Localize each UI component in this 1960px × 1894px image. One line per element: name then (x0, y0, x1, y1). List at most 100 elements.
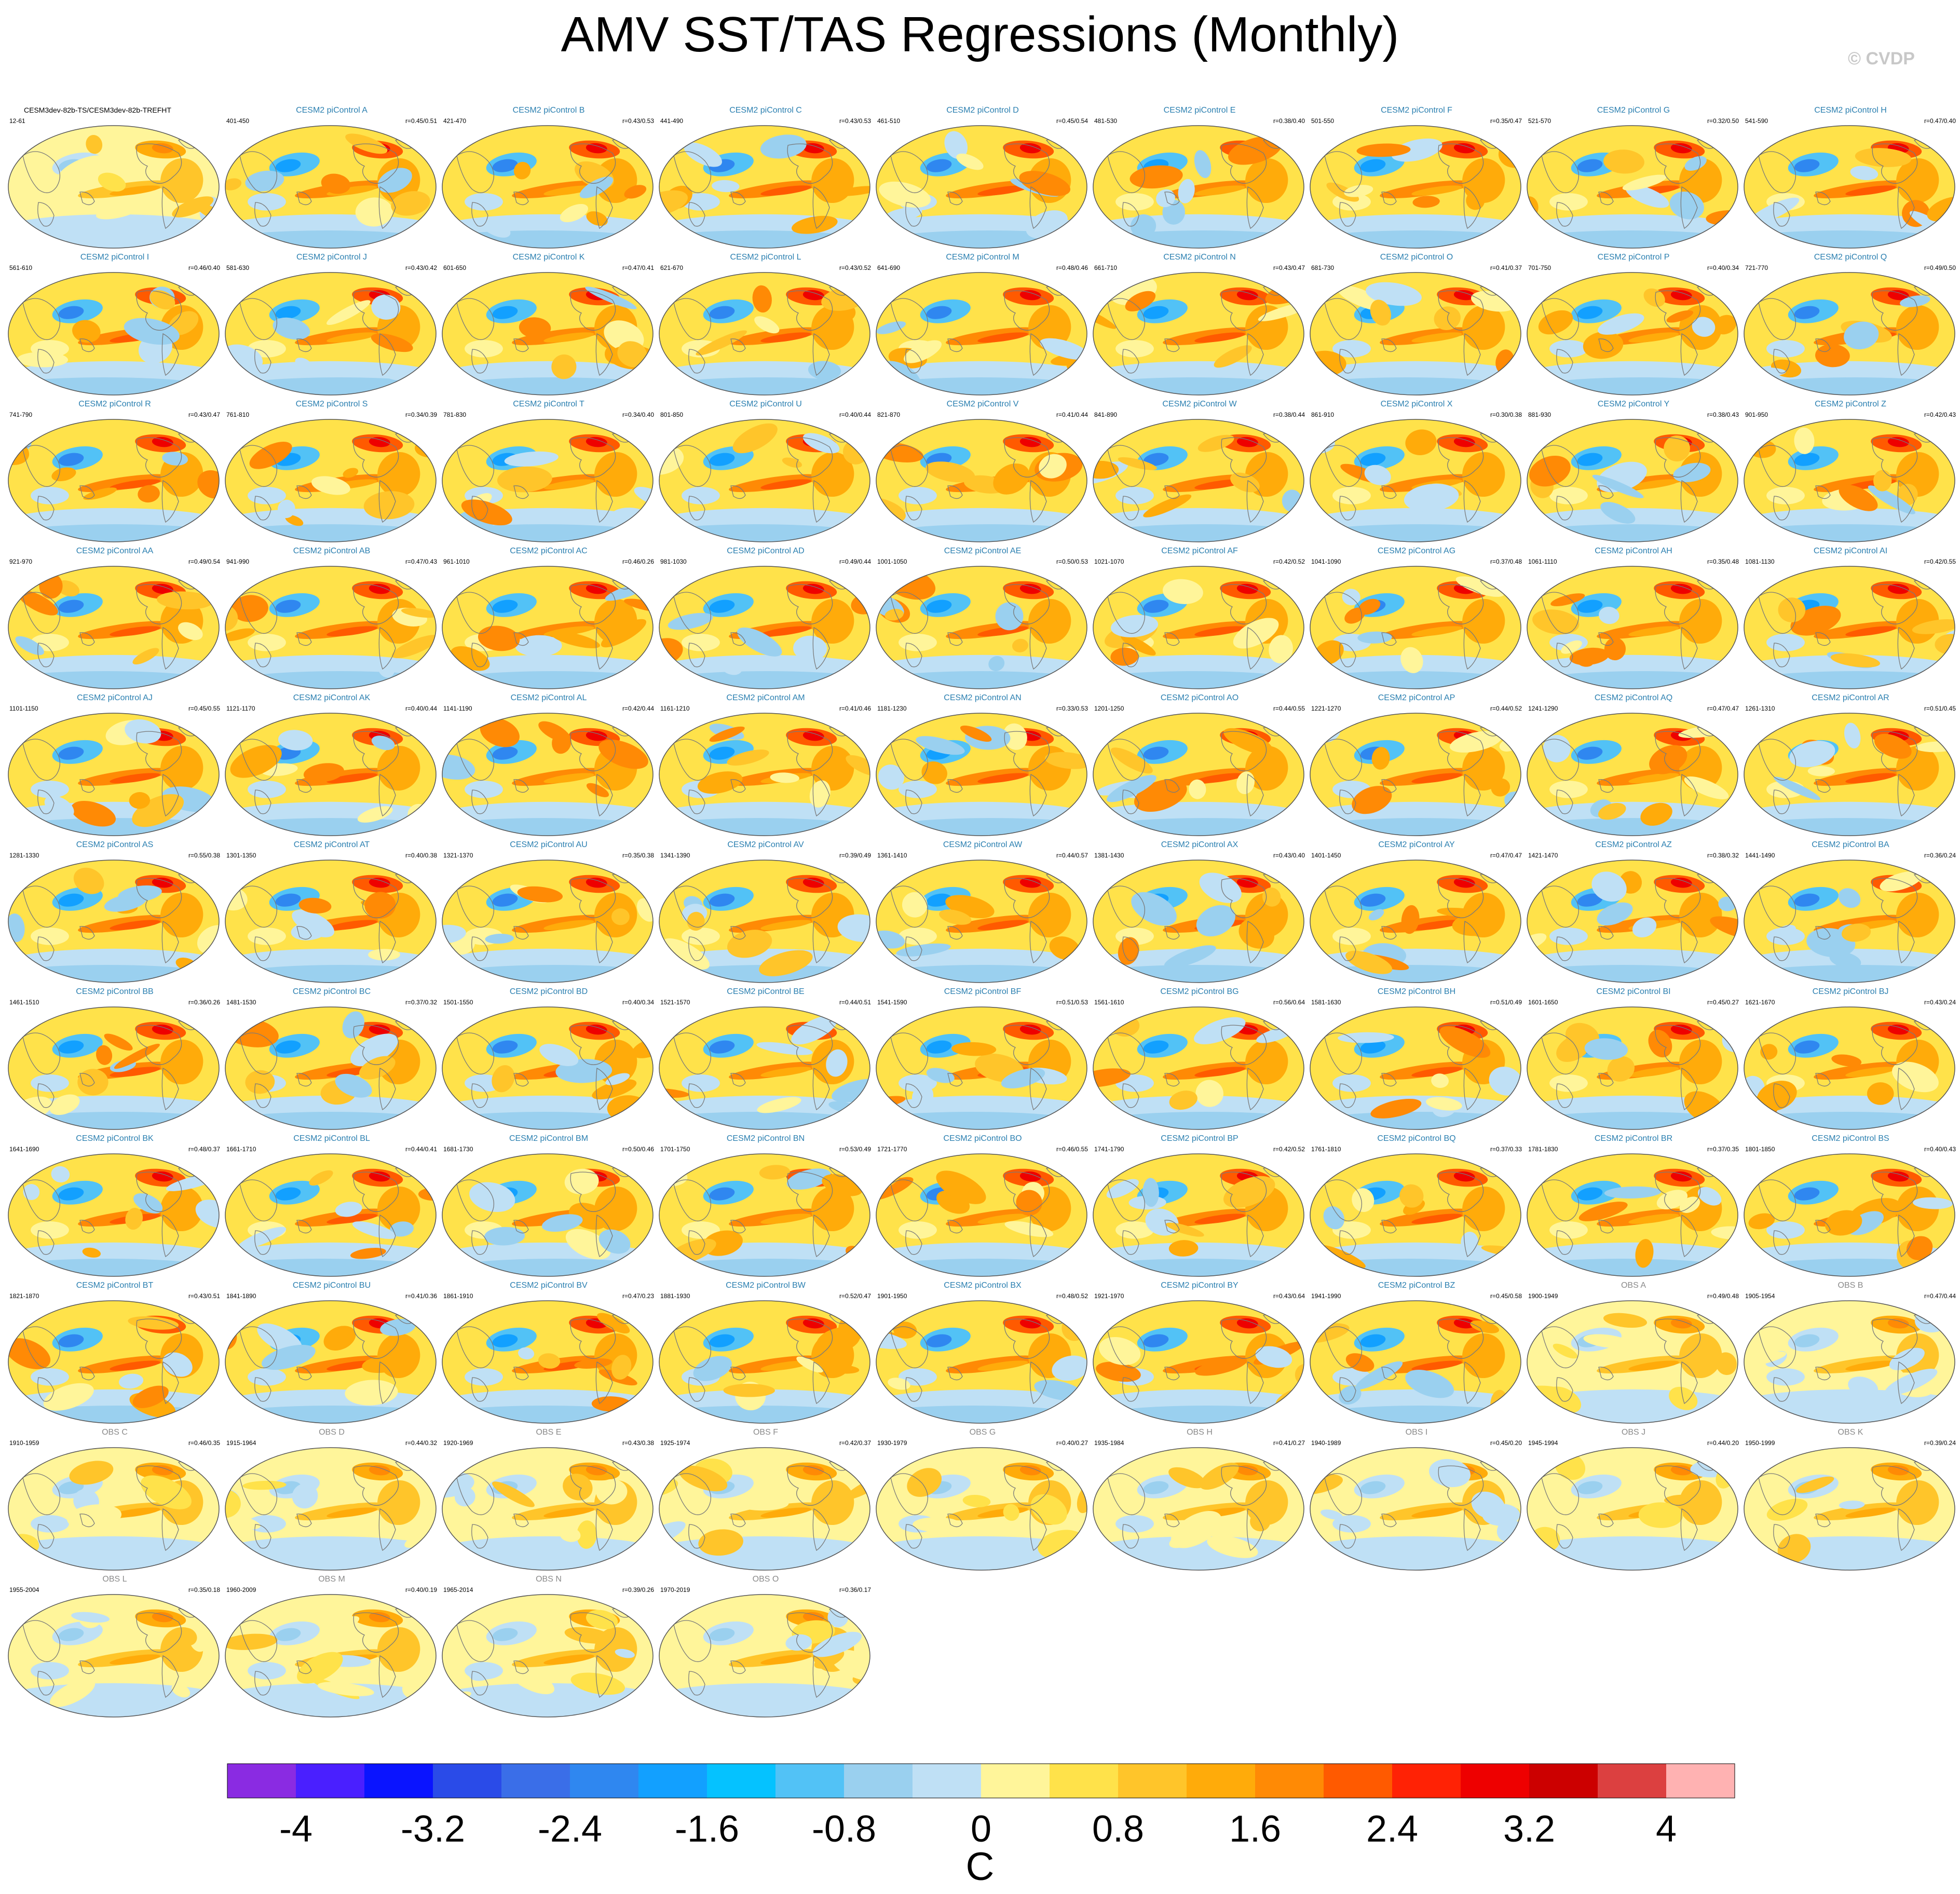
panel-years: 701-750 (1528, 264, 1551, 271)
panel-correlation: r=0.40/0.44 (405, 705, 437, 712)
panel-title: CESM2 piControl BE (727, 987, 805, 996)
regression-map (225, 566, 437, 689)
regression-map (1310, 419, 1521, 542)
panel-title: CESM2 piControl AY (1378, 840, 1455, 849)
panel-title: CESM2 piControl AD (727, 547, 805, 555)
panel-years: 1441-1490 (1745, 852, 1775, 859)
panel-years: 461-510 (877, 117, 901, 125)
panel-title: CESM2 piControl H (1814, 106, 1887, 115)
regression-map (876, 419, 1087, 542)
regression-map (225, 125, 437, 249)
panel-correlation: r=0.38/0.40 (1273, 117, 1305, 125)
regression-map (876, 1006, 1087, 1130)
map-panel: CESM2 piControl AH 1061-1110 r=0.35/0.48 (1526, 544, 1741, 691)
panel-title: CESM2 piControl Q (1814, 253, 1887, 262)
map-panel: CESM2 piControl N 661-710 r=0.43/0.47 (1092, 251, 1307, 397)
panel-years: 1741-1790 (1094, 1146, 1124, 1153)
regression-map (659, 1300, 870, 1424)
map-panel: CESM2 piControl I 561-610 r=0.46/0.40 (7, 251, 222, 397)
map-panel: CESM2 piControl BK 1641-1690 r=0.48/0.37 (7, 1132, 222, 1278)
panel-title: CESM2 piControl AO (1160, 693, 1239, 702)
map-panel: CESM2 piControl AL 1141-1190 r=0.42/0.44 (441, 691, 656, 838)
map-panel: OBS D 1915-1964 r=0.44/0.32 (224, 1426, 439, 1572)
panel-title: CESM2 piControl BA (1812, 840, 1889, 849)
regression-map (1744, 1447, 1955, 1571)
panel-correlation: r=0.43/0.64 (1273, 1292, 1305, 1300)
panel-title: CESM2 piControl BK (76, 1134, 154, 1143)
panel-correlation: r=0.47/0.40 (1924, 117, 1956, 125)
panel-title: CESM2 piControl BU (292, 1281, 371, 1290)
panel-years: 1261-1310 (1745, 705, 1775, 712)
panel-title: CESM2 piControl AT (293, 840, 370, 849)
map-panel: CESM2 piControl BO 1721-1770 r=0.46/0.55 (875, 1132, 1090, 1278)
regression-map (442, 1006, 654, 1130)
map-panel: CESM2 piControl BN 1701-1750 r=0.53/0.49 (658, 1132, 873, 1278)
panel-years: 961-1010 (443, 558, 470, 565)
map-panel: CESM2 piControl AG 1041-1090 r=0.37/0.48 (1309, 544, 1524, 691)
regression-map (225, 1006, 437, 1130)
regression-map (1093, 125, 1304, 249)
map-panel: CESM2 piControl BV 1861-1910 r=0.47/0.23 (441, 1279, 656, 1425)
map-panel: OBS L 1955-2004 r=0.35/0.18 (7, 1573, 222, 1719)
panel-years: 481-530 (1094, 117, 1118, 125)
panel-years: 1581-1630 (1311, 999, 1341, 1006)
panel-title: CESM2 piControl AB (293, 547, 371, 555)
panel-years: 521-570 (1528, 117, 1551, 125)
panel-years: 1920-1969 (443, 1439, 473, 1447)
regression-map (225, 1300, 437, 1424)
panel-title: CESM2 piControl AW (943, 840, 1023, 849)
panel-years: 1281-1330 (9, 852, 39, 859)
colorbar-segment (1118, 1764, 1187, 1798)
map-panel: CESM2 piControl AQ 1241-1290 r=0.47/0.47 (1526, 691, 1741, 838)
panel-years: 1181-1230 (877, 705, 907, 712)
regression-map (1310, 1447, 1521, 1571)
panel-correlation: r=0.37/0.48 (1490, 558, 1522, 565)
map-panel: OBS K 1950-1999 r=0.39/0.24 (1743, 1426, 1958, 1572)
colorbar-tick-label: 0.8 (1092, 1808, 1144, 1850)
panel-years: 641-690 (877, 264, 901, 271)
panel-years: 1221-1270 (1311, 705, 1341, 712)
panel-years: 1501-1550 (443, 999, 473, 1006)
colorbar-tick-label: -0.8 (812, 1808, 876, 1850)
colorbar-tick-label: 4 (1656, 1808, 1677, 1850)
panel-title: CESM2 piControl M (946, 253, 1019, 262)
map-panel: CESM2 piControl AB 941-990 r=0.47/0.43 (224, 544, 439, 691)
panel-years: 1101-1150 (9, 705, 38, 712)
regression-map (1093, 1006, 1304, 1130)
panel-years: 901-950 (1745, 411, 1768, 418)
colorbar-segment (433, 1764, 502, 1798)
map-panel: OBS B 1905-1954 r=0.47/0.44 (1743, 1279, 1958, 1425)
panel-title: CESM3dev-82b-TS/CESM3dev-82b-TREFHT (24, 106, 171, 114)
map-panel: OBS N 1965-2014 r=0.39/0.26 (441, 1573, 656, 1719)
panel-years: 1910-1959 (9, 1439, 39, 1447)
regression-map (1744, 419, 1955, 542)
map-panel: CESM2 piControl AJ 1101-1150 r=0.45/0.55 (7, 691, 222, 838)
panel-years: 1241-1290 (1528, 705, 1558, 712)
map-panel: CESM2 piControl AM 1161-1210 r=0.41/0.46 (658, 691, 873, 838)
panel-correlation: r=0.44/0.32 (405, 1439, 437, 1447)
map-panel: CESM2 piControl R 741-790 r=0.43/0.47 (7, 398, 222, 544)
map-panel: CESM2 piControl BA 1441-1490 r=0.36/0.24 (1743, 838, 1958, 985)
regression-map (8, 419, 220, 542)
colorbar-tick-label: 2.4 (1366, 1808, 1418, 1850)
regression-map (8, 1153, 220, 1277)
panel-title: CESM2 piControl A (296, 106, 367, 115)
regression-map (1310, 272, 1521, 396)
panel-title: CESM2 piControl AF (1161, 547, 1238, 555)
map-panel: CESM2 piControl W 841-890 r=0.38/0.44 (1092, 398, 1307, 544)
panel-years: 581-630 (226, 264, 250, 271)
panel-years: 421-470 (443, 117, 467, 125)
regression-map (1093, 419, 1304, 542)
panel-title: CESM2 piControl AN (944, 693, 1022, 702)
regression-map (1527, 1006, 1738, 1130)
panel-years: 1021-1070 (1094, 558, 1124, 565)
map-panel: CESM2 piControl AN 1181-1230 r=0.33/0.53 (875, 691, 1090, 838)
map-panel: CESM2 piControl BL 1661-1710 r=0.44/0.41 (224, 1132, 439, 1278)
panel-correlation: r=0.43/0.42 (405, 264, 437, 271)
panel-correlation: r=0.48/0.37 (188, 1146, 220, 1153)
panel-title: CESM2 piControl BF (944, 987, 1022, 996)
panel-years: 1935-1984 (1094, 1439, 1124, 1447)
map-panel: CESM2 piControl T 781-830 r=0.34/0.40 (441, 398, 656, 544)
regression-map (1093, 1447, 1304, 1571)
panel-years: 1481-1530 (226, 999, 256, 1006)
